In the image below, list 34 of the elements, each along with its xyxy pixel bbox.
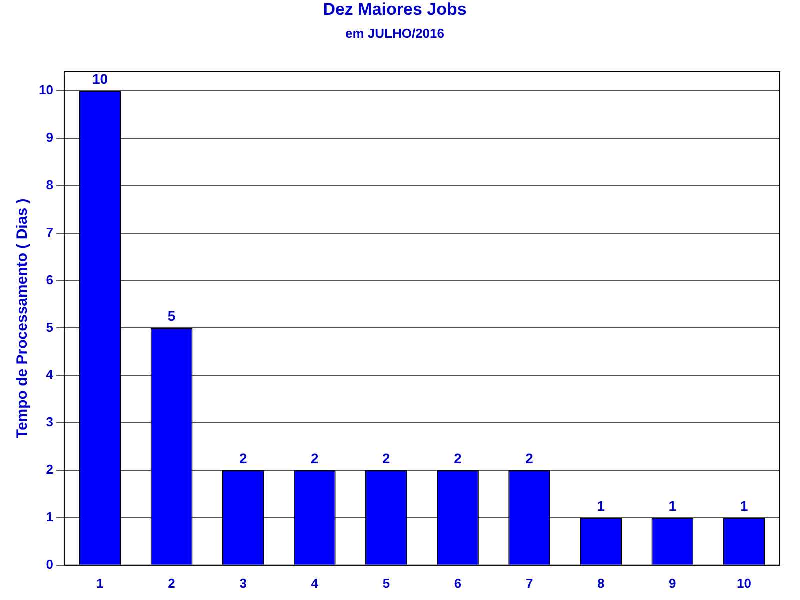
x-tick-label: 8 <box>598 576 605 591</box>
y-tick-label: 6 <box>46 272 54 288</box>
x-tick-label: 6 <box>454 576 462 591</box>
chart-title: Dez Maiores Jobs <box>323 0 467 19</box>
x-tick-label: 9 <box>669 576 676 591</box>
data-label: 2 <box>454 450 462 466</box>
y-tick-label: 9 <box>46 130 54 145</box>
y-tick-label: 2 <box>46 462 54 478</box>
data-label: 10 <box>92 70 108 87</box>
x-tick-label: 1 <box>96 576 104 591</box>
y-axis-title: Tempo de Processamento ( Dias ) <box>14 198 32 439</box>
y-tick-label: 3 <box>46 414 54 430</box>
data-label: 5 <box>168 308 176 324</box>
x-tick-label: 2 <box>168 576 176 591</box>
y-tick-label: 7 <box>46 224 54 240</box>
y-tick-label: 4 <box>46 367 54 382</box>
data-label: 2 <box>239 450 248 466</box>
data-label: 2 <box>311 450 319 466</box>
x-tick-label: 4 <box>311 576 320 591</box>
y-tick-label: 0 <box>46 556 54 572</box>
x-tick-label: 7 <box>526 576 534 591</box>
data-label: 2 <box>382 450 391 466</box>
y-tick-label: 5 <box>46 320 54 335</box>
data-label: 1 <box>597 498 606 514</box>
chart-subtitle: em JULHO/2016 <box>346 26 444 41</box>
x-tick-label: 3 <box>240 576 247 591</box>
y-tick-label: 1 <box>46 510 54 525</box>
x-tick-label: 10 <box>736 576 752 591</box>
data-label: 2 <box>526 450 534 466</box>
data-label: 1 <box>668 498 677 514</box>
y-tick-label: 10 <box>38 82 54 98</box>
data-label: 1 <box>740 498 748 514</box>
y-tick-label: 8 <box>46 177 54 192</box>
x-tick-label: 5 <box>382 576 390 591</box>
